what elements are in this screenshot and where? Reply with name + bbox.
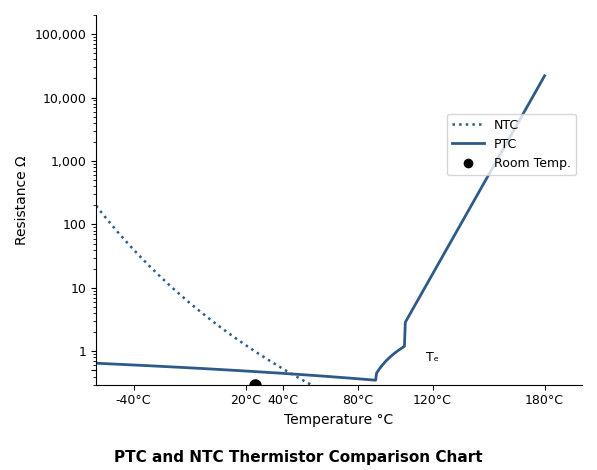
X-axis label: Temperature °C: Temperature °C [284, 413, 393, 427]
PTC [306, 372, 313, 378]
NTC [336, 396, 343, 402]
Text: PTC and NTC Thermistor Comparison Chart: PTC and NTC Thermistor Comparison Chart [114, 450, 483, 465]
NTC [460, 448, 467, 454]
PTC [308, 373, 315, 378]
PTC [93, 360, 100, 366]
PTC [461, 214, 468, 220]
Text: Tₑ: Tₑ [426, 351, 439, 364]
Line: PTC: PTC [96, 76, 544, 380]
PTC [372, 377, 379, 383]
PTC [336, 375, 343, 380]
Y-axis label: Resistance Ω: Resistance Ω [15, 155, 29, 244]
Line: NTC: NTC [96, 206, 544, 470]
NTC [93, 203, 100, 209]
PTC [531, 90, 538, 96]
PTC [359, 376, 367, 382]
PTC [541, 73, 548, 78]
NTC [306, 381, 313, 386]
NTC [359, 408, 367, 414]
NTC [308, 382, 315, 388]
Legend: NTC, PTC, Room Temp.: NTC, PTC, Room Temp. [448, 114, 576, 175]
